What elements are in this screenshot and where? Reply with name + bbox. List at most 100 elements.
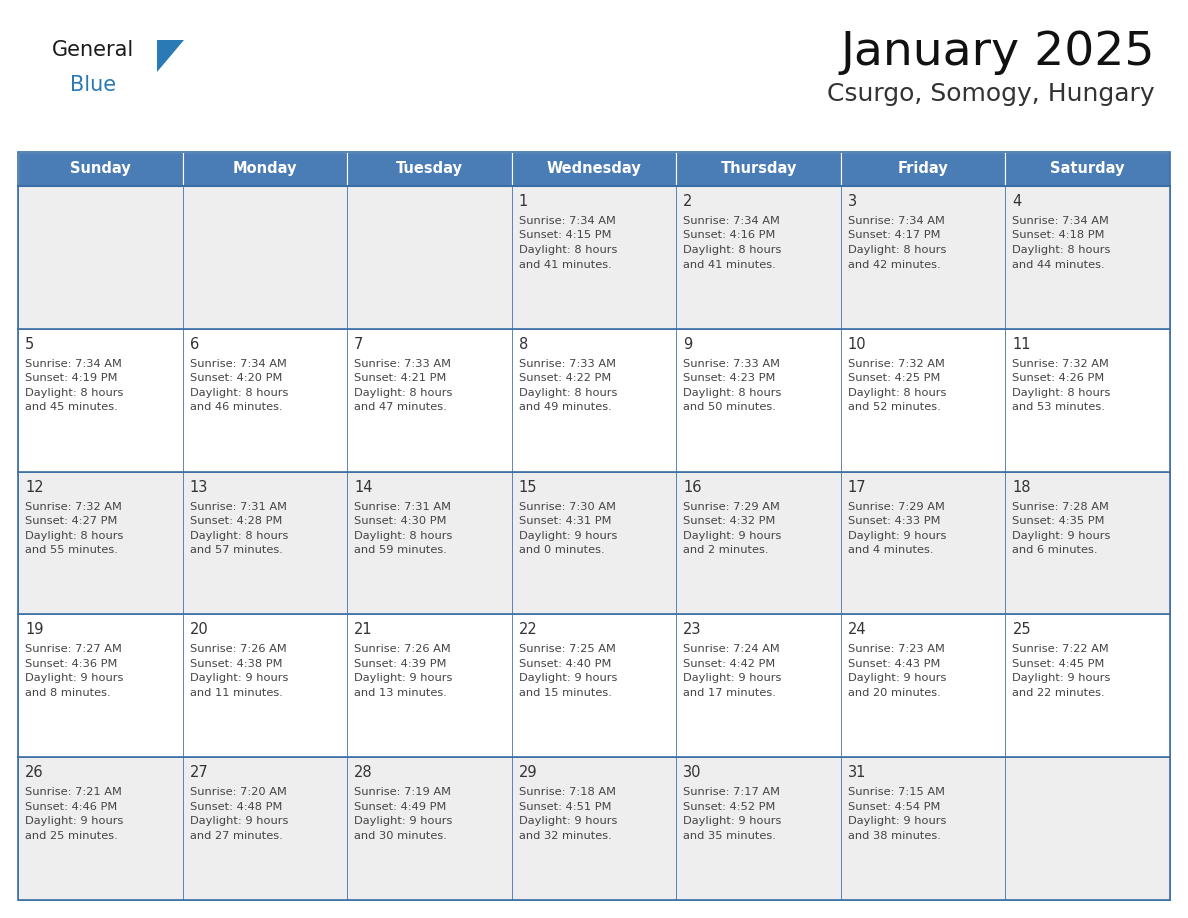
Text: Sunset: 4:49 PM: Sunset: 4:49 PM xyxy=(354,801,447,812)
Bar xyxy=(1005,186,1170,329)
Text: Daylight: 9 hours: Daylight: 9 hours xyxy=(848,674,946,683)
Text: 19: 19 xyxy=(25,622,44,637)
Text: Sunrise: 7:15 AM: Sunrise: 7:15 AM xyxy=(848,788,944,797)
Text: 2: 2 xyxy=(683,194,693,209)
Text: Daylight: 9 hours: Daylight: 9 hours xyxy=(519,531,617,541)
Text: Sunset: 4:18 PM: Sunset: 4:18 PM xyxy=(1012,230,1105,241)
Text: January 2025: January 2025 xyxy=(840,30,1155,75)
Text: Sunset: 4:52 PM: Sunset: 4:52 PM xyxy=(683,801,776,812)
Text: Daylight: 8 hours: Daylight: 8 hours xyxy=(25,531,124,541)
Text: Daylight: 8 hours: Daylight: 8 hours xyxy=(519,387,617,397)
Text: Sunrise: 7:23 AM: Sunrise: 7:23 AM xyxy=(848,644,944,655)
Text: 30: 30 xyxy=(683,766,702,780)
Text: Sunset: 4:39 PM: Sunset: 4:39 PM xyxy=(354,659,447,669)
Text: 8: 8 xyxy=(519,337,527,352)
Text: Sunrise: 7:22 AM: Sunrise: 7:22 AM xyxy=(1012,644,1110,655)
Text: 13: 13 xyxy=(190,479,208,495)
Text: Daylight: 8 hours: Daylight: 8 hours xyxy=(1012,245,1111,255)
Text: and 44 minutes.: and 44 minutes. xyxy=(1012,260,1105,270)
Text: and 22 minutes.: and 22 minutes. xyxy=(1012,688,1105,698)
Text: Tuesday: Tuesday xyxy=(396,162,463,176)
Text: Sunset: 4:19 PM: Sunset: 4:19 PM xyxy=(25,374,118,384)
Text: Sunset: 4:45 PM: Sunset: 4:45 PM xyxy=(1012,659,1105,669)
Text: Sunset: 4:51 PM: Sunset: 4:51 PM xyxy=(519,801,611,812)
Bar xyxy=(841,472,1005,614)
Text: and 30 minutes.: and 30 minutes. xyxy=(354,831,447,841)
Bar xyxy=(676,614,841,757)
Text: Sunrise: 7:20 AM: Sunrise: 7:20 AM xyxy=(190,788,286,797)
Bar xyxy=(1005,757,1170,900)
Bar xyxy=(512,152,676,186)
Bar xyxy=(183,472,347,614)
Text: Sunset: 4:35 PM: Sunset: 4:35 PM xyxy=(1012,516,1105,526)
Text: Daylight: 8 hours: Daylight: 8 hours xyxy=(190,387,287,397)
Text: 24: 24 xyxy=(848,622,866,637)
Text: Daylight: 8 hours: Daylight: 8 hours xyxy=(519,245,617,255)
Text: Sunset: 4:17 PM: Sunset: 4:17 PM xyxy=(848,230,941,241)
Text: and 11 minutes.: and 11 minutes. xyxy=(190,688,283,698)
Text: Sunset: 4:30 PM: Sunset: 4:30 PM xyxy=(354,516,447,526)
Text: Daylight: 8 hours: Daylight: 8 hours xyxy=(354,387,453,397)
Text: and 6 minutes.: and 6 minutes. xyxy=(1012,545,1098,555)
Text: 27: 27 xyxy=(190,766,208,780)
Text: Sunset: 4:54 PM: Sunset: 4:54 PM xyxy=(848,801,940,812)
Text: and 17 minutes.: and 17 minutes. xyxy=(683,688,776,698)
Text: Sunset: 4:43 PM: Sunset: 4:43 PM xyxy=(848,659,940,669)
Bar xyxy=(347,329,512,472)
Text: Sunrise: 7:32 AM: Sunrise: 7:32 AM xyxy=(848,359,944,369)
Text: 5: 5 xyxy=(25,337,34,352)
Text: and 38 minutes.: and 38 minutes. xyxy=(848,831,941,841)
Text: and 32 minutes.: and 32 minutes. xyxy=(519,831,612,841)
Text: Sunrise: 7:17 AM: Sunrise: 7:17 AM xyxy=(683,788,781,797)
Text: Sunset: 4:46 PM: Sunset: 4:46 PM xyxy=(25,801,118,812)
Text: Sunday: Sunday xyxy=(70,162,131,176)
Bar xyxy=(512,614,676,757)
Text: and 41 minutes.: and 41 minutes. xyxy=(519,260,612,270)
Text: 29: 29 xyxy=(519,766,537,780)
Text: 17: 17 xyxy=(848,479,866,495)
Text: Sunrise: 7:29 AM: Sunrise: 7:29 AM xyxy=(683,501,781,511)
Text: Sunset: 4:36 PM: Sunset: 4:36 PM xyxy=(25,659,118,669)
Bar xyxy=(512,186,676,329)
Bar xyxy=(1005,329,1170,472)
Text: Daylight: 9 hours: Daylight: 9 hours xyxy=(1012,531,1111,541)
Text: Daylight: 9 hours: Daylight: 9 hours xyxy=(354,674,453,683)
Text: 14: 14 xyxy=(354,479,373,495)
Bar xyxy=(512,472,676,614)
Text: Sunrise: 7:34 AM: Sunrise: 7:34 AM xyxy=(190,359,286,369)
Text: Monday: Monday xyxy=(233,162,297,176)
Bar xyxy=(183,614,347,757)
Bar xyxy=(676,757,841,900)
Text: Sunrise: 7:26 AM: Sunrise: 7:26 AM xyxy=(354,644,451,655)
Text: Sunset: 4:16 PM: Sunset: 4:16 PM xyxy=(683,230,776,241)
Text: Daylight: 9 hours: Daylight: 9 hours xyxy=(519,816,617,826)
Text: Sunrise: 7:32 AM: Sunrise: 7:32 AM xyxy=(25,501,122,511)
Text: Daylight: 8 hours: Daylight: 8 hours xyxy=(683,387,782,397)
Bar xyxy=(183,152,347,186)
Text: Sunset: 4:32 PM: Sunset: 4:32 PM xyxy=(683,516,776,526)
Bar xyxy=(1005,614,1170,757)
Bar xyxy=(18,152,183,186)
Text: 6: 6 xyxy=(190,337,198,352)
Text: Sunset: 4:23 PM: Sunset: 4:23 PM xyxy=(683,374,776,384)
Text: Sunrise: 7:34 AM: Sunrise: 7:34 AM xyxy=(683,216,781,226)
Bar xyxy=(676,186,841,329)
Bar xyxy=(18,472,183,614)
Bar xyxy=(512,757,676,900)
Text: Sunset: 4:15 PM: Sunset: 4:15 PM xyxy=(519,230,611,241)
Text: 28: 28 xyxy=(354,766,373,780)
Text: Daylight: 9 hours: Daylight: 9 hours xyxy=(848,816,946,826)
Text: and 13 minutes.: and 13 minutes. xyxy=(354,688,447,698)
Text: Sunrise: 7:28 AM: Sunrise: 7:28 AM xyxy=(1012,501,1110,511)
Text: Daylight: 8 hours: Daylight: 8 hours xyxy=(1012,387,1111,397)
Text: Sunset: 4:40 PM: Sunset: 4:40 PM xyxy=(519,659,611,669)
Bar xyxy=(1005,152,1170,186)
Text: Csurgo, Somogy, Hungary: Csurgo, Somogy, Hungary xyxy=(827,82,1155,106)
Text: 4: 4 xyxy=(1012,194,1022,209)
Bar xyxy=(183,186,347,329)
Text: Sunrise: 7:33 AM: Sunrise: 7:33 AM xyxy=(519,359,615,369)
Text: Daylight: 8 hours: Daylight: 8 hours xyxy=(848,387,946,397)
Bar xyxy=(18,329,183,472)
Text: Sunrise: 7:33 AM: Sunrise: 7:33 AM xyxy=(354,359,451,369)
Text: Saturday: Saturday xyxy=(1050,162,1125,176)
